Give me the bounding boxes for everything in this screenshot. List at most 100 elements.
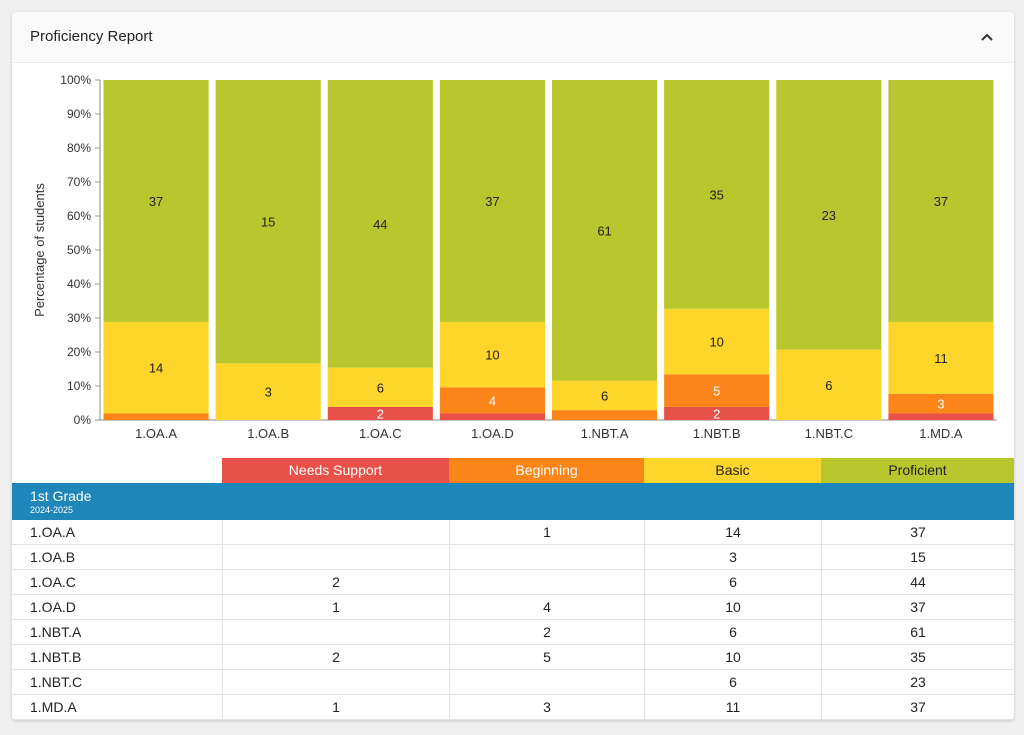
bar-segment-needs-support (888, 413, 994, 420)
bar-segment-proficient (103, 80, 209, 322)
bar-segment-basic (552, 380, 658, 411)
table-row: 1.OA.A 1 14 37 (12, 520, 1014, 545)
data-label: 37 (149, 194, 163, 209)
legend-proficient: Proficient (821, 458, 1014, 483)
cell-proficient: 37 (821, 695, 1014, 720)
row-label: 1.NBT.B (30, 649, 82, 665)
data-label: 6 (601, 388, 608, 403)
legend-beginning: Beginning (449, 458, 644, 483)
bar-segment-needs-support (439, 413, 545, 420)
data-label: 3 (937, 397, 944, 412)
cell-basic: 6 (644, 670, 821, 695)
data-label: 6 (825, 378, 832, 393)
data-label: 37 (934, 194, 948, 209)
bar-segment-proficient (776, 80, 882, 350)
cell-needs-support (222, 670, 449, 695)
cell-needs-support (222, 620, 449, 645)
table-row: 1.OA.D 1 4 10 37 (12, 595, 1014, 620)
cell-needs-support (222, 545, 449, 570)
card-header: Proficiency Report (12, 12, 1014, 63)
cell-needs-support: 2 (222, 570, 449, 595)
bar-segment-proficient (327, 80, 433, 368)
cell-proficient: 15 (821, 545, 1014, 570)
x-tick-label: 1.MD.A (919, 426, 963, 441)
table-row: 1.OA.C 2 6 44 (12, 570, 1014, 595)
y-tick-label: 60% (67, 209, 91, 223)
bar-segment-beginning (888, 393, 994, 414)
cell-beginning: 4 (449, 595, 644, 620)
row-label: 1.NBT.C (30, 674, 83, 690)
x-tick-label: 1.OA.D (471, 426, 514, 441)
row-label: 1.OA.A (30, 524, 76, 540)
cell-proficient: 37 (821, 520, 1014, 545)
x-tick-label: 1.OA.B (247, 426, 289, 441)
cell-beginning: 3 (449, 695, 644, 720)
bar-segment-needs-support (664, 406, 770, 420)
cell-basic: 10 (644, 595, 821, 620)
bar-segment-basic (888, 321, 994, 394)
collapse-button[interactable] (972, 22, 1002, 52)
cell-beginning (449, 545, 644, 570)
data-label: 14 (149, 361, 163, 376)
y-tick-label: 20% (67, 345, 91, 359)
standards-table: 1.OA.A 1 14 37 1.OA.B 3 15 1.OA.C 2 6 44… (12, 520, 1014, 720)
bar-segment-basic (327, 367, 433, 407)
bar-segment-proficient (439, 80, 545, 322)
bar-segment-basic (439, 321, 545, 388)
legend-needs-support: Needs Support (222, 458, 449, 483)
proficiency-report-card: Proficiency Report 0% 10% 20% 30% 40% 50% 60% 7… (12, 12, 1014, 720)
chevron-up-icon (981, 33, 993, 41)
data-label: 2 (377, 406, 384, 421)
cell-needs-support: 1 (222, 695, 449, 720)
row-label: 1.MD.A (30, 699, 77, 715)
cell-basic: 11 (644, 695, 821, 720)
x-tick-label: 1.OA.A (135, 426, 177, 441)
data-label: 10 (709, 335, 723, 350)
stacked-bar-chart: 0% 10% 20% 30% 40% 50% 60% 70% 80% 90% 100% Percent… (12, 62, 1014, 457)
legend: Needs Support Beginning Basic Proficient (222, 458, 1014, 483)
data-label: 6 (377, 380, 384, 395)
y-tick-label: 80% (67, 141, 91, 155)
y-tick-label: 90% (67, 107, 91, 121)
data-label: 61 (597, 223, 611, 238)
x-tick-label: 1.OA.C (359, 426, 402, 441)
cell-proficient: 23 (821, 670, 1014, 695)
cell-basic: 10 (644, 645, 821, 670)
bar-segment-beginning (103, 413, 209, 420)
data-label: 44 (373, 217, 387, 232)
cell-beginning: 2 (449, 620, 644, 645)
y-tick-label: 40% (67, 277, 91, 291)
bar-segment-proficient (664, 80, 770, 309)
y-tick-label: 70% (67, 175, 91, 189)
row-label: 1.NBT.A (30, 624, 82, 640)
legend-basic: Basic (644, 458, 821, 483)
bar-segment-proficient (215, 80, 321, 364)
cell-beginning: 1 (449, 520, 644, 545)
cell-needs-support: 1 (222, 595, 449, 620)
y-tick-label: 30% (67, 311, 91, 325)
cell-beginning (449, 570, 644, 595)
x-tick-label: 1.NBT.A (581, 426, 629, 441)
bar-segment-proficient (552, 80, 658, 381)
y-tick-label: 50% (67, 243, 91, 257)
data-label: 2 (713, 406, 720, 421)
data-label: 11 (934, 351, 948, 366)
cell-beginning: 5 (449, 645, 644, 670)
grade-title: 1st Grade (30, 488, 92, 504)
cell-proficient: 44 (821, 570, 1014, 595)
data-label: 10 (485, 348, 499, 363)
chart-svg: 0% 10% 20% 30% 40% 50% 60% 70% 80% 90% 100% Percent… (32, 73, 997, 441)
cell-proficient: 35 (821, 645, 1014, 670)
bar-segment-basic (103, 321, 209, 414)
data-label: 3 (265, 385, 272, 400)
data-label: 35 (709, 187, 723, 202)
bar-segment-beginning (552, 410, 658, 420)
x-tick-label: 1.NBT.B (693, 426, 741, 441)
grade-header-row: 1st Grade 2024-2025 (12, 483, 1014, 520)
grade-year: 2024-2025 (30, 505, 74, 515)
bar-segment-basic (664, 308, 770, 375)
cell-proficient: 61 (821, 620, 1014, 645)
x-tick-label: 1.NBT.C (805, 426, 853, 441)
table-row: 1.NBT.C 6 23 (12, 670, 1014, 695)
cell-basic: 14 (644, 520, 821, 545)
